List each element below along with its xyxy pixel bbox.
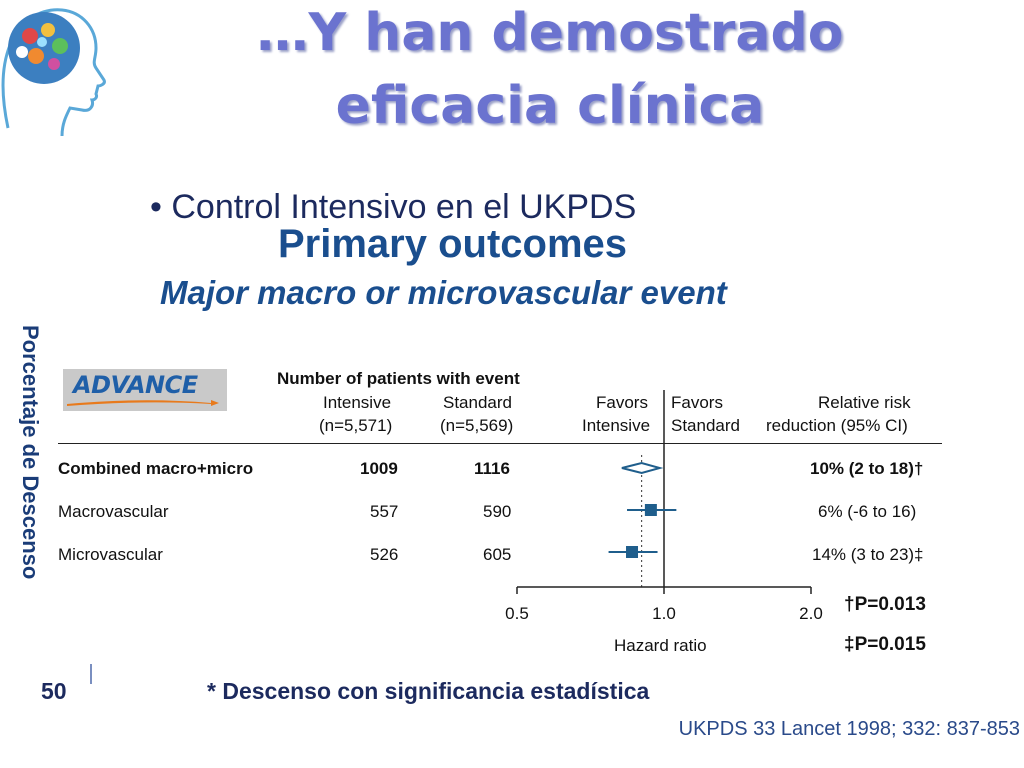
estimate-diamond-0 bbox=[621, 461, 664, 475]
brain-head-logo-icon bbox=[1, 8, 106, 137]
chart-title: Primary outcomes bbox=[278, 222, 628, 266]
page-divider bbox=[90, 664, 92, 684]
estimate-square-1 bbox=[644, 504, 657, 516]
footnote: * Descenso con significancia estadística bbox=[207, 678, 650, 704]
p-value-dagger: †P=0.013 bbox=[844, 594, 926, 615]
estimate-square-2 bbox=[626, 546, 639, 558]
x-tick-label-1: 1.0 bbox=[652, 604, 676, 623]
p-value-double-dagger: ‡P=0.015 bbox=[844, 634, 926, 655]
x-tick-label-2: 2.0 bbox=[799, 604, 823, 623]
slide-title-line2: eficacia clínica bbox=[335, 76, 765, 136]
swoosh-arrow-icon bbox=[67, 400, 219, 406]
row-rrr-combined: 10% (2 to 18)† bbox=[810, 459, 924, 478]
favors-standard-header-2: Standard bbox=[671, 416, 740, 435]
row-standard-combined: 1116 bbox=[474, 459, 510, 478]
intensive-n-header: (n=5,571) bbox=[319, 416, 393, 435]
x-axis-label: Hazard ratio bbox=[614, 636, 707, 655]
chart-subtitle: Major macro or microvascular event bbox=[160, 274, 727, 311]
rrr-header-2: reduction (95% CI) bbox=[766, 416, 908, 435]
advance-logo-text: ADVANCE bbox=[73, 371, 198, 399]
intensive-header: Intensive bbox=[323, 393, 392, 412]
row-rrr-macro: 6% (-6 to 16) bbox=[818, 502, 917, 521]
rrr-header-1: Relative risk bbox=[818, 393, 911, 412]
row-intensive-combined: 1009 bbox=[360, 459, 398, 478]
bullet-text: • Control Intensivo en el UKPDS bbox=[150, 188, 637, 226]
page-number: 50 bbox=[41, 678, 67, 704]
x-tick-label-0: 0.5 bbox=[505, 604, 529, 623]
row-standard-micro: 605 bbox=[483, 545, 512, 564]
row-label-macro: Macrovascular bbox=[58, 502, 169, 521]
favors-standard-header-1: Favors bbox=[671, 393, 723, 412]
standard-n-header: (n=5,569) bbox=[440, 416, 514, 435]
standard-header: Standard bbox=[443, 393, 512, 412]
header-divider bbox=[58, 443, 942, 444]
patients-group-header: Number of patients with event bbox=[277, 369, 520, 388]
favors-intensive-header-2: Intensive bbox=[582, 416, 651, 435]
favors-intensive-header-1: Favors bbox=[596, 393, 648, 412]
row-rrr-micro: 14% (3 to 23)‡ bbox=[812, 545, 924, 564]
slide-title-line1: …Y han demostrado bbox=[256, 3, 844, 63]
row-intensive-macro: 557 bbox=[370, 502, 399, 521]
citation: UKPDS 33 Lancet 1998; 332: 837-853 bbox=[678, 718, 1020, 740]
row-label-micro: Microvascular bbox=[58, 545, 163, 564]
row-label-combined: Combined macro+micro bbox=[58, 459, 254, 478]
row-intensive-micro: 526 bbox=[370, 545, 399, 564]
row-standard-macro: 590 bbox=[483, 502, 512, 521]
advance-logo: ADVANCE bbox=[63, 369, 227, 411]
